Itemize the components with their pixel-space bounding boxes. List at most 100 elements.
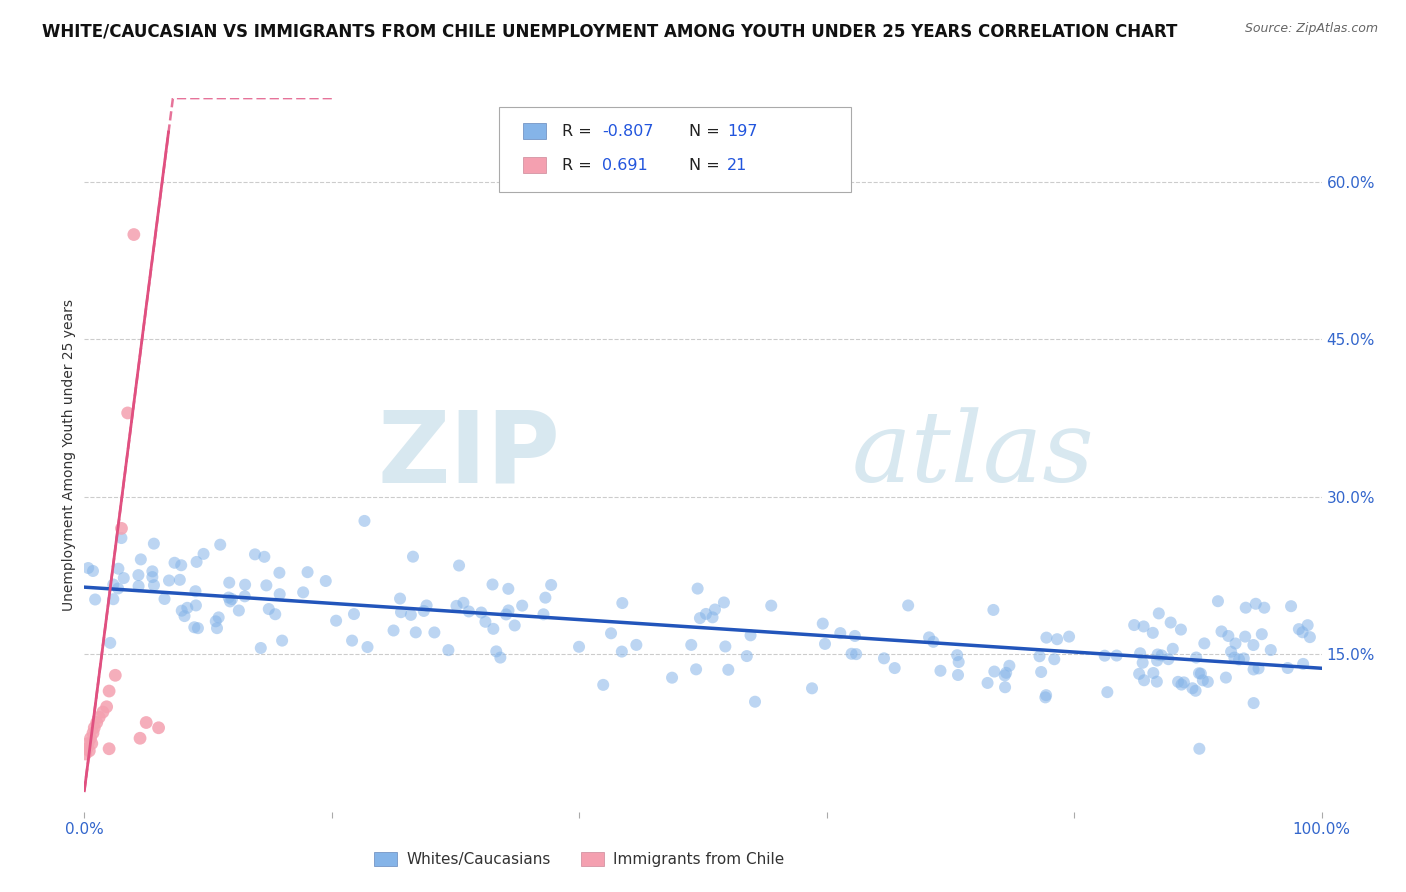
Point <box>1035 688 1057 702</box>
Point <box>437 643 460 657</box>
Point <box>685 662 707 676</box>
Text: WHITE/CAUCASIAN VS IMMIGRANTS FROM CHILE UNEMPLOYMENT AMONG YOUTH UNDER 25 YEARS: WHITE/CAUCASIAN VS IMMIGRANTS FROM CHILE… <box>42 22 1178 40</box>
Point <box>1223 650 1246 665</box>
Point <box>292 585 315 599</box>
Point <box>1291 625 1313 640</box>
Point <box>297 565 319 579</box>
Point <box>219 594 242 608</box>
Point <box>983 603 1005 617</box>
Point <box>77 737 100 751</box>
Point <box>193 547 215 561</box>
Point <box>104 668 127 682</box>
Point <box>568 640 591 654</box>
Point <box>1161 641 1184 656</box>
Point <box>540 578 562 592</box>
Point <box>82 564 104 578</box>
Point <box>254 578 277 592</box>
Point <box>110 521 132 535</box>
Point <box>169 573 191 587</box>
Point <box>1123 618 1146 632</box>
Point <box>474 615 496 629</box>
Point <box>1206 594 1229 608</box>
Point <box>1157 652 1180 666</box>
Point <box>918 631 941 645</box>
Point <box>173 609 195 624</box>
Point <box>841 647 863 661</box>
Point <box>1184 683 1206 698</box>
Point <box>228 603 250 617</box>
Point <box>315 574 337 588</box>
Point <box>1220 645 1243 659</box>
Point <box>1241 638 1264 652</box>
Point <box>994 680 1017 694</box>
Point <box>1146 654 1168 668</box>
Point <box>107 582 129 596</box>
Point <box>946 668 969 682</box>
Point <box>1094 648 1116 663</box>
Text: 0.691: 0.691 <box>602 158 648 172</box>
Point <box>498 582 520 596</box>
Point <box>811 616 834 631</box>
Point <box>218 591 240 605</box>
Point <box>1243 663 1265 677</box>
Point <box>744 695 766 709</box>
Point <box>382 624 405 638</box>
Point <box>1132 619 1154 633</box>
Point <box>761 599 783 613</box>
Point <box>844 629 866 643</box>
Point <box>1150 648 1173 663</box>
Point <box>845 647 868 661</box>
Point <box>995 665 1018 680</box>
Point <box>183 620 205 634</box>
Point <box>1197 674 1219 689</box>
Point <box>1160 615 1182 630</box>
Text: -0.807: -0.807 <box>602 124 654 138</box>
Point <box>82 726 104 740</box>
Point <box>485 644 508 658</box>
Point <box>702 610 724 624</box>
Point <box>343 607 366 621</box>
Point <box>96 699 118 714</box>
Point <box>128 579 150 593</box>
Text: 197: 197 <box>727 124 758 138</box>
Point <box>157 574 180 588</box>
Point <box>714 640 737 654</box>
Point <box>489 650 512 665</box>
Point <box>481 577 503 591</box>
Point <box>340 633 363 648</box>
Y-axis label: Unemployment Among Youth under 25 years: Unemployment Among Youth under 25 years <box>62 299 76 611</box>
Point <box>1142 665 1164 680</box>
Point <box>1279 599 1302 614</box>
Point <box>103 592 125 607</box>
Point <box>1170 677 1192 691</box>
Text: R =: R = <box>562 124 598 138</box>
Point <box>1233 651 1256 665</box>
Point <box>1188 741 1211 756</box>
Point <box>534 591 557 605</box>
Point <box>453 596 475 610</box>
Point <box>1215 671 1237 685</box>
Point <box>600 626 623 640</box>
Point <box>717 663 740 677</box>
Point <box>1046 632 1069 647</box>
Point <box>76 741 98 756</box>
Point <box>1299 630 1322 644</box>
Point <box>661 671 683 685</box>
Point <box>170 604 193 618</box>
Point <box>141 565 163 579</box>
Point <box>1260 643 1282 657</box>
Point <box>449 558 471 573</box>
Point <box>1189 666 1212 681</box>
Point <box>495 607 517 622</box>
Point <box>948 655 970 669</box>
Point <box>626 638 648 652</box>
Point <box>218 575 240 590</box>
Point <box>946 648 969 663</box>
Point <box>142 536 165 550</box>
Text: N =: N = <box>689 158 725 172</box>
Point <box>79 731 101 746</box>
Point <box>1250 627 1272 641</box>
Point <box>976 676 998 690</box>
Point <box>83 721 105 735</box>
Point <box>184 599 207 613</box>
